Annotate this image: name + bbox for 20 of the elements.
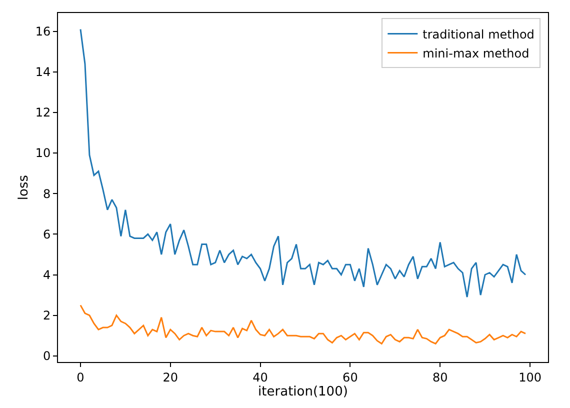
legend-label: mini-max method xyxy=(422,46,530,60)
y-tick-label: 16 xyxy=(35,24,51,38)
y-tick-label: 6 xyxy=(42,227,51,242)
x-tick-label: 0 xyxy=(76,370,84,384)
y-tick-label: 2 xyxy=(42,308,51,323)
x-tick-label: 40 xyxy=(252,370,268,384)
y-tick-label: 0 xyxy=(42,349,51,364)
x-tick-label: 20 xyxy=(162,370,178,384)
y-tick-label: 10 xyxy=(35,146,51,160)
x-tick-label: 80 xyxy=(432,370,448,384)
y-tick-label: 8 xyxy=(42,186,51,201)
y-tick-label: 12 xyxy=(35,106,51,120)
x-tick-label: 100 xyxy=(518,370,542,384)
x-axis-title: iteration(100) xyxy=(258,384,348,400)
x-tick-label: 60 xyxy=(342,370,358,384)
y-tick-label: 4 xyxy=(42,268,51,282)
line-series xyxy=(80,304,526,344)
legend-label: traditional method xyxy=(422,27,534,42)
y-axis-title: loss xyxy=(16,174,32,200)
y-tick-label: 14 xyxy=(35,65,51,80)
